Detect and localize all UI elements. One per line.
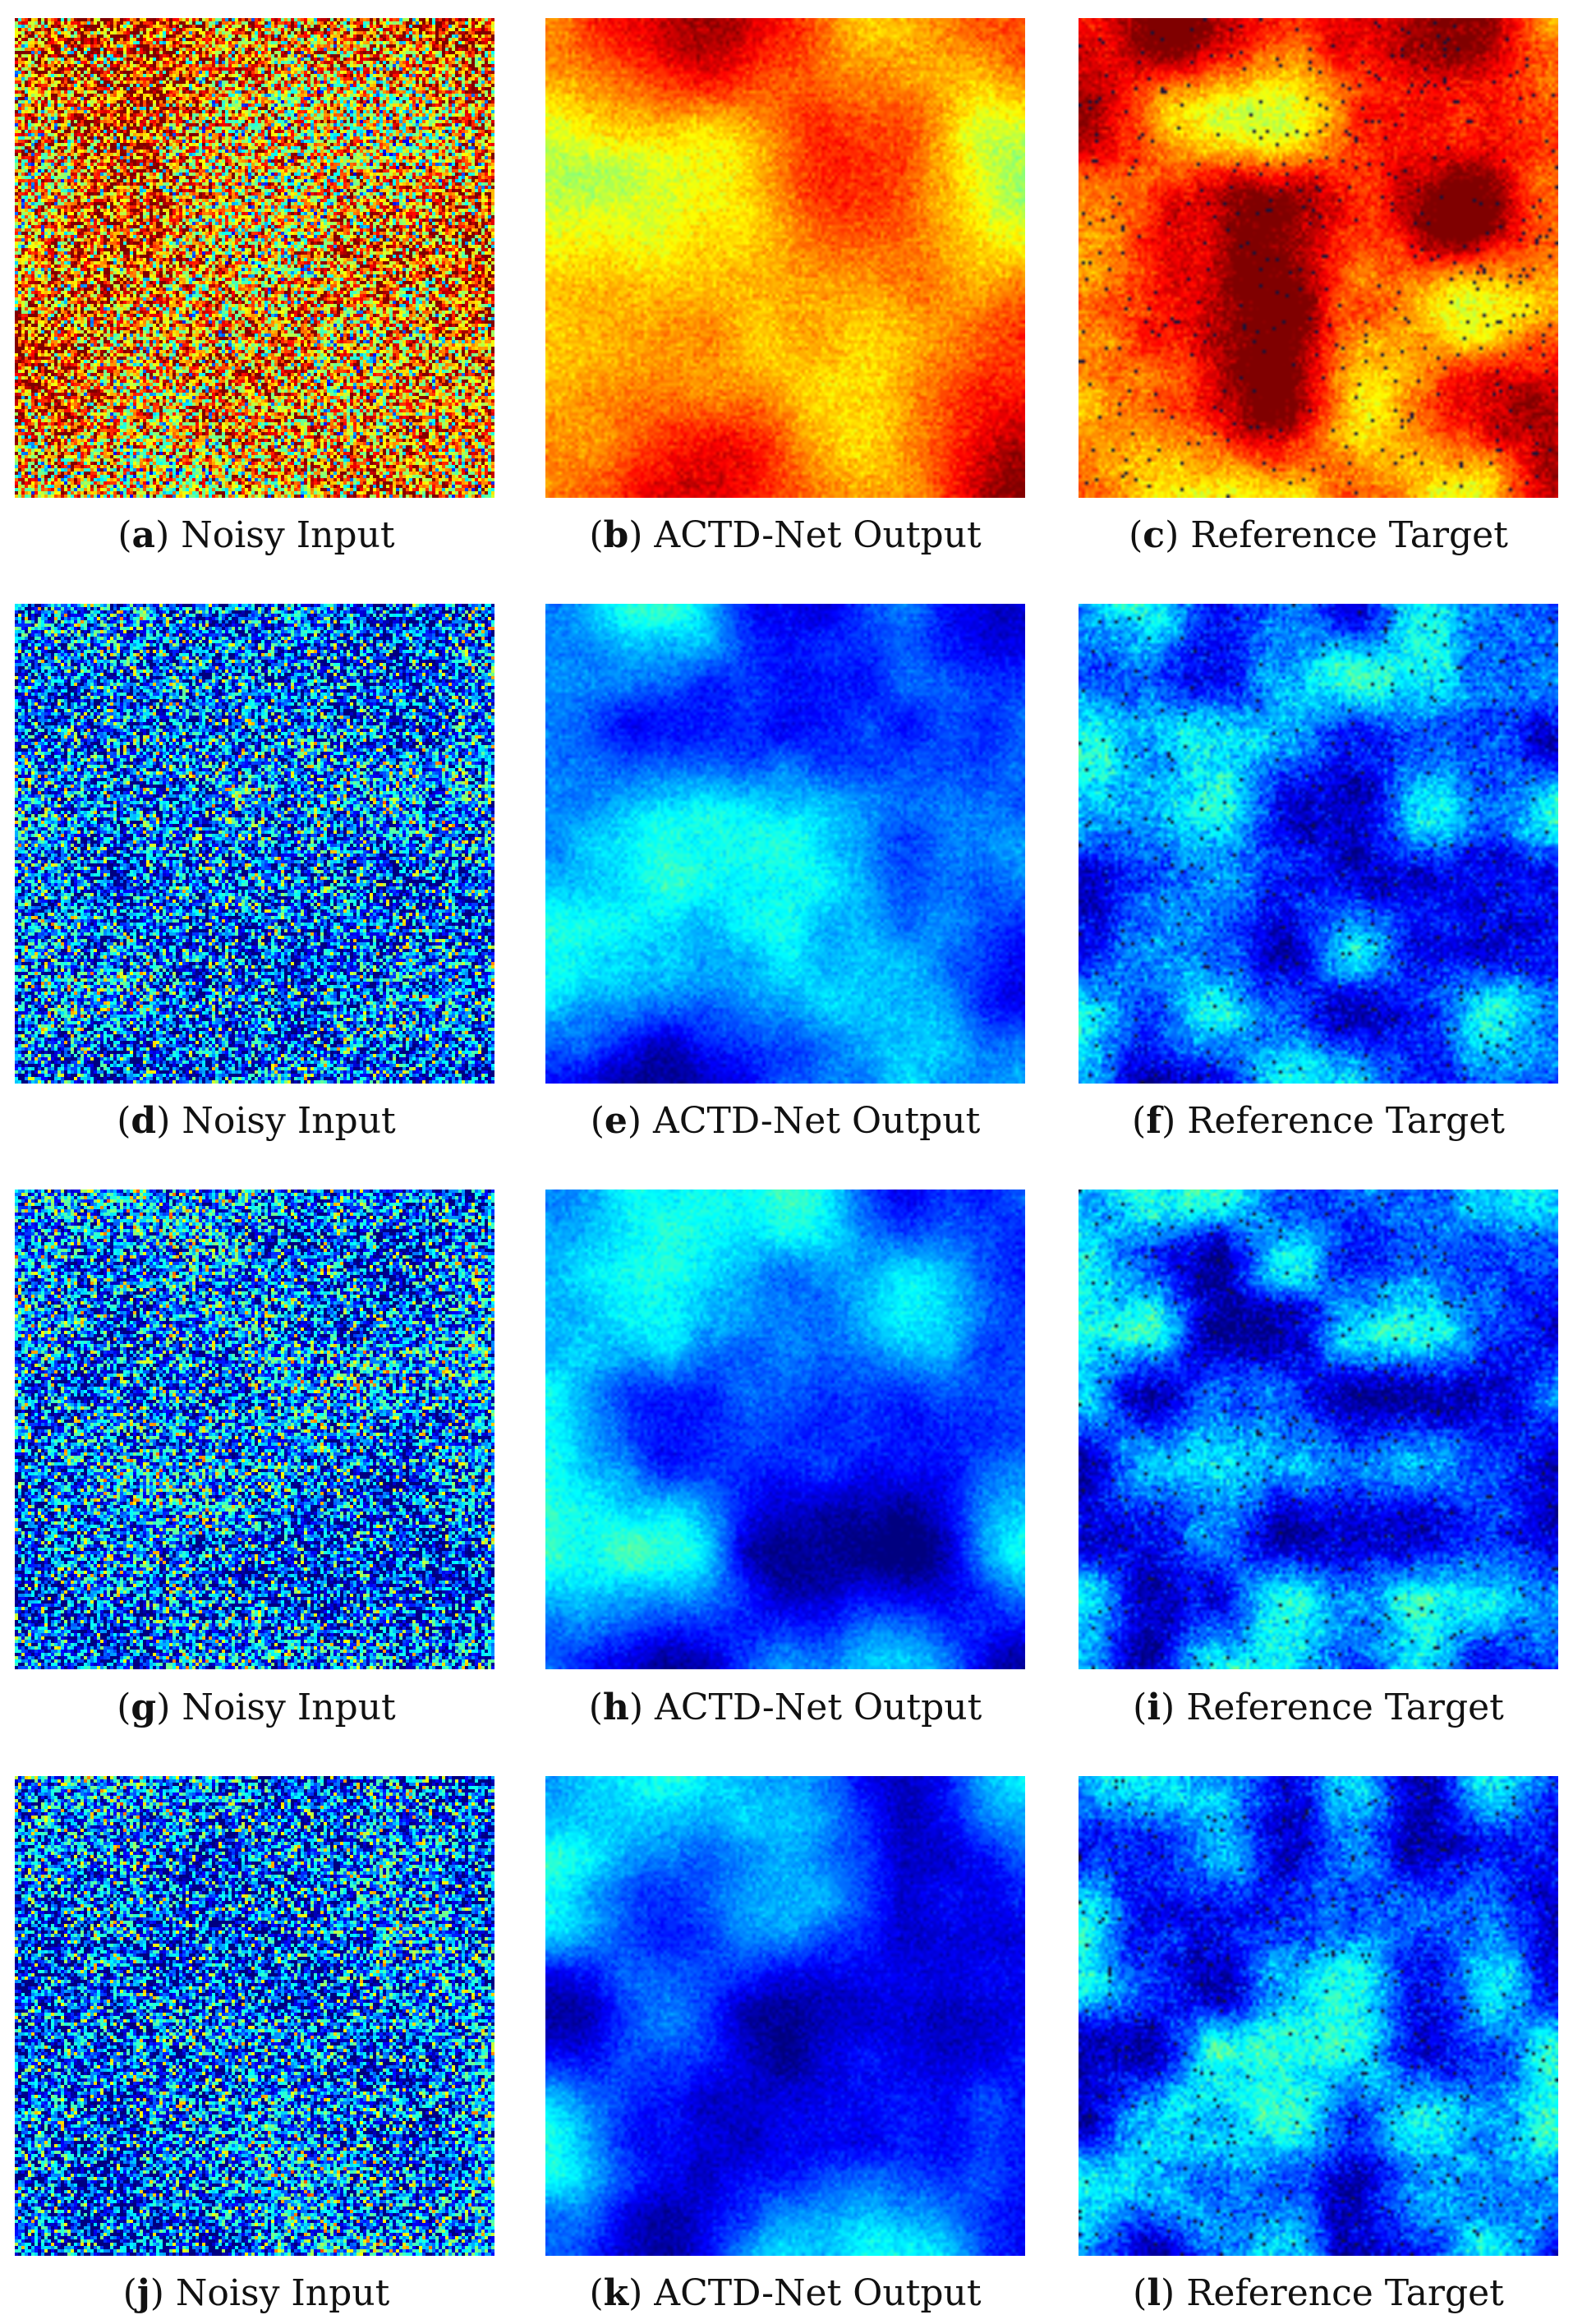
caption-letter: f [1146,1100,1162,1142]
caption-f: (f) Reference Target [1132,1100,1505,1142]
panel-a-noisy-input [15,18,494,498]
caption-letter: e [604,1100,628,1142]
caption-k: (k) ACTD-Net Output [589,2272,982,2314]
caption-h: (h) ACTD-Net Output [588,1687,982,1728]
caption-e: (e) ACTD-Net Output [590,1100,981,1142]
heatmap-image [545,604,1025,1084]
caption-letter: j [136,2272,150,2314]
caption-l: (l) Reference Target [1133,2272,1504,2314]
panel-i-reference-target [1079,1190,1558,1669]
heatmap-image [1079,604,1558,1084]
panel-c-reference-target [1079,18,1558,498]
heatmap-image [15,18,494,498]
heatmap-image [545,1190,1025,1669]
heatmap-image [545,1776,1025,2256]
caption-label: Reference Target [1187,1100,1505,1142]
caption-b: (b) ACTD-Net Output [589,514,982,556]
heatmap-image [15,604,494,1084]
caption-letter: a [131,514,156,556]
caption-label: ACTD-Net Output [655,1687,982,1728]
caption-letter: d [131,1100,157,1142]
panel-b-actd-net-output [545,18,1025,498]
panel-j-noisy-input [15,1776,494,2256]
caption-letter: c [1143,514,1166,556]
panel-d-noisy-input [15,604,494,1084]
caption-j: (j) Noisy Input [122,2272,390,2314]
heatmap-image [545,18,1025,498]
caption-g: (g) Noisy Input [117,1687,396,1728]
caption-label: Reference Target [1190,514,1508,556]
caption-label: Noisy Input [175,2272,390,2314]
caption-letter: i [1147,1687,1161,1728]
panel-h-actd-net-output [545,1190,1025,1669]
caption-c: (c) Reference Target [1129,514,1508,556]
caption-letter: l [1147,2272,1161,2314]
caption-label: ACTD-Net Output [653,1100,981,1142]
panel-l-reference-target [1079,1776,1558,2256]
panel-g-noisy-input [15,1190,494,1669]
caption-i: (i) Reference Target [1133,1687,1504,1728]
caption-letter: k [603,2272,629,2314]
caption-label: Reference Target [1186,2272,1504,2314]
heatmap-image [15,1776,494,2256]
panel-k-actd-net-output [545,1776,1025,2256]
caption-label: ACTD-Net Output [654,514,982,556]
heatmap-image [15,1190,494,1669]
panel-f-reference-target [1079,604,1558,1084]
caption-label: Noisy Input [182,1687,396,1728]
panel-e-actd-net-output [545,604,1025,1084]
caption-letter: g [131,1687,157,1728]
caption-label: Noisy Input [182,1100,396,1142]
caption-label: ACTD-Net Output [654,2272,982,2314]
heatmap-image [1079,18,1558,498]
caption-label: Reference Target [1186,1687,1504,1728]
heatmap-image [1079,1190,1558,1669]
caption-d: (d) Noisy Input [117,1100,396,1142]
caption-label: Noisy Input [181,514,395,556]
caption-letter: b [603,514,629,556]
caption-a: (a) Noisy Input [117,514,395,556]
caption-letter: h [602,1687,629,1728]
heatmap-image [1079,1776,1558,2256]
